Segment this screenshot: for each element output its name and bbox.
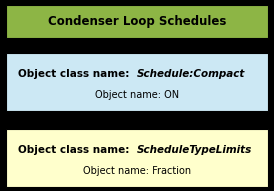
FancyBboxPatch shape <box>6 129 268 187</box>
Text: Condenser Loop Schedules: Condenser Loop Schedules <box>48 15 226 28</box>
Text: Schedule:Compact: Schedule:Compact <box>137 69 246 79</box>
FancyBboxPatch shape <box>6 53 268 111</box>
Text: ScheduleTypeLimits: ScheduleTypeLimits <box>137 145 252 155</box>
Text: Object name: Fraction: Object name: Fraction <box>83 166 191 176</box>
Text: Object class name:: Object class name: <box>18 145 137 155</box>
FancyBboxPatch shape <box>6 5 268 38</box>
Text: Object class name:: Object class name: <box>18 69 137 79</box>
Text: Object name: ON: Object name: ON <box>95 90 179 100</box>
